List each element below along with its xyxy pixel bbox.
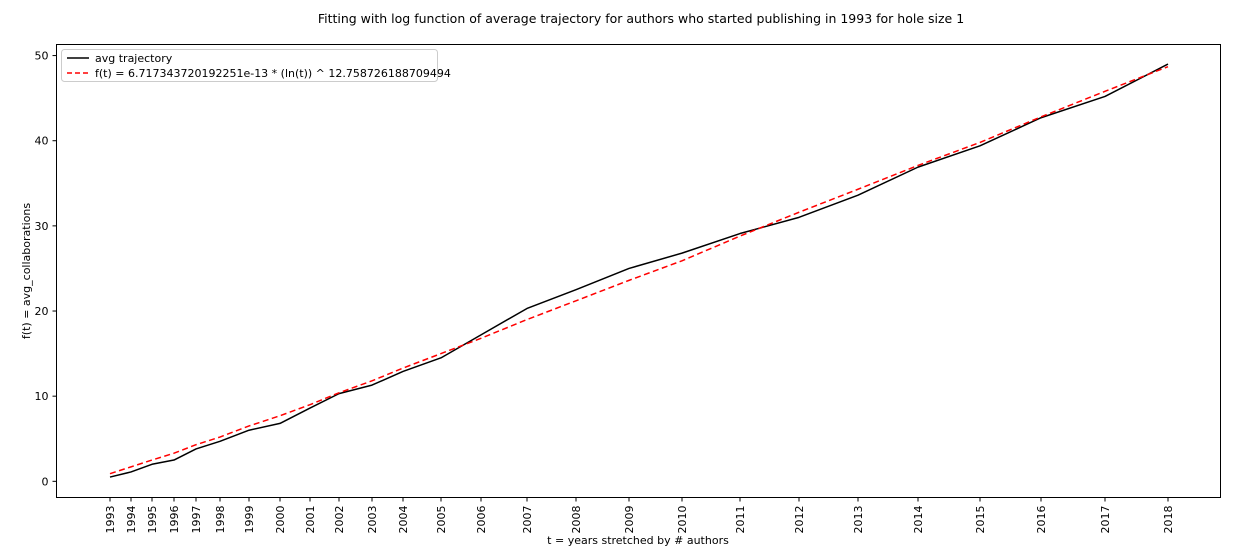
x-tick-label: 2014 [912, 506, 925, 534]
series-line-avg-trajectory [109, 63, 1169, 478]
x-tick-label: 1993 [104, 506, 117, 534]
legend-label-avg-trajectory: avg trajectory [95, 52, 173, 65]
y-tick-label: 20 [35, 305, 49, 318]
x-tick-label: 2012 [793, 506, 806, 534]
x-tick-label: 2001 [304, 506, 317, 534]
x-tick-label: 2008 [570, 506, 583, 534]
x-tick-label: 2000 [274, 506, 287, 534]
legend: avg trajectory f(t) = 6.717343720192251e… [61, 49, 451, 82]
y-tick-label: 0 [42, 475, 49, 488]
y-tick-label: 30 [35, 220, 49, 233]
series-line-fit [109, 65, 1169, 475]
x-tick-label: 1996 [168, 506, 181, 534]
chart-title: Fitting with log function of average tra… [318, 11, 964, 26]
x-tick-label: 2007 [521, 506, 534, 534]
y-tick-label: 10 [35, 390, 49, 403]
x-tick-label: 1999 [243, 506, 256, 534]
x-tick-label: 2005 [435, 506, 448, 534]
x-tick-label: 2011 [734, 506, 747, 534]
x-axis: 1993 1994 1995 1996 1997 1998 1999 2000 2001 2002… [104, 497, 1175, 534]
series-layer [109, 63, 1169, 478]
legend-label-fit: f(t) = 6.717343720192251e-13 * (ln(t)) ^… [95, 67, 451, 80]
x-tick-label: 2018 [1162, 506, 1175, 534]
x-tick-label: 2004 [397, 506, 410, 534]
y-tick-label: 40 [35, 135, 49, 148]
y-axis: 0 10 20 30 40 50 [35, 50, 57, 488]
x-tick-label: 2017 [1099, 506, 1112, 534]
x-tick-label: 2009 [623, 506, 636, 534]
x-tick-label: 1997 [190, 506, 203, 534]
y-tick-label: 50 [35, 50, 49, 63]
x-tick-label: 2010 [676, 506, 689, 534]
x-tick-label: 2006 [475, 506, 488, 534]
x-tick-label: 2016 [1035, 506, 1048, 534]
x-axis-label: t = years stretched by # authors [547, 534, 729, 547]
x-tick-label: 2013 [852, 506, 865, 534]
plot-area [56, 44, 1221, 498]
x-tick-label: 2015 [974, 506, 987, 534]
x-tick-label: 2003 [366, 506, 379, 534]
x-tick-label: 1994 [125, 506, 138, 534]
x-tick-label: 1998 [214, 506, 227, 534]
x-tick-label: 2002 [333, 506, 346, 534]
x-tick-label: 1995 [146, 506, 159, 534]
legend-box [61, 49, 438, 82]
y-axis-label: f(t) = avg_collaborations [20, 203, 33, 339]
